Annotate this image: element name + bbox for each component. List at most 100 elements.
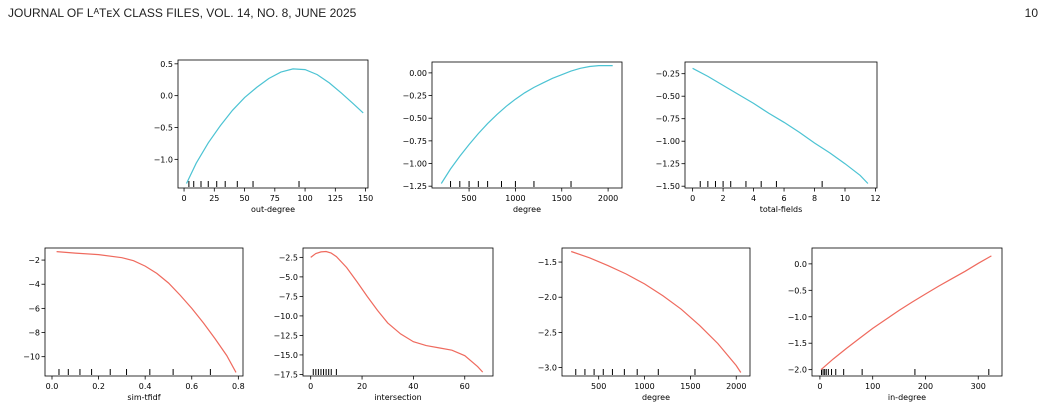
y-tick-label: −15.0	[273, 351, 298, 360]
x-axis-label: degree	[513, 205, 541, 214]
x-tick-label: 40	[408, 382, 418, 391]
y-tick-label: −0.25	[655, 70, 680, 79]
x-axis-label: sim-tfidf	[127, 393, 160, 402]
axes-frame	[177, 59, 369, 189]
plot-2: 500 1000 1500 2000 0.00 −0.25 −0.50 −0.75 −1.00 −…	[402, 61, 623, 214]
series-line	[56, 251, 237, 373]
y-tick-label: −1.5	[788, 339, 807, 348]
series-line	[310, 250, 484, 373]
x-tick-label: 25	[209, 194, 219, 203]
x-tick-label: 0.8	[232, 382, 245, 391]
y-tick-label: −17.5	[273, 370, 298, 379]
x-tick-label: 0	[690, 194, 695, 203]
axes-frame	[302, 247, 494, 377]
x-tick-label: 0	[817, 382, 822, 391]
y-tick-label: −0.5	[788, 286, 807, 295]
x-tick-label: 0.6	[185, 382, 198, 391]
y-tick-label: −2.0	[538, 293, 557, 302]
x-tick-label: 300	[971, 382, 986, 391]
x-tick-label: 100	[865, 382, 880, 391]
journal-header: JOURNAL OF LᴬTᴇX CLASS FILES, VOL. 14, N…	[8, 6, 357, 20]
axes-frame	[684, 61, 878, 189]
y-tick-label: −1.00	[655, 137, 680, 146]
x-tick-label: 100	[297, 194, 312, 203]
y-tick-label: −1.00	[402, 160, 427, 169]
axes-frame	[561, 247, 751, 377]
series-line	[692, 67, 869, 184]
y-tick-label: −2	[28, 256, 40, 265]
x-tick-label: 500	[591, 382, 606, 391]
x-tick-label: 500	[461, 194, 476, 203]
y-tick-label: −2.0	[788, 366, 807, 375]
y-tick-label: 0.00	[409, 69, 427, 78]
y-tick-label: 0.0	[794, 260, 807, 269]
x-tick-label: 75	[270, 194, 280, 203]
y-tick-label: −12.5	[273, 331, 298, 340]
x-tick-label: 50	[239, 194, 249, 203]
x-axis-label: total-fields	[760, 205, 803, 214]
series-line	[820, 255, 992, 371]
series-line	[185, 68, 364, 184]
x-tick-label: 1000	[505, 194, 525, 203]
page-header: JOURNAL OF LᴬTᴇX CLASS FILES, VOL. 14, N…	[8, 6, 1038, 22]
axes-frame	[811, 247, 1003, 377]
x-tick-label: 1500	[552, 194, 572, 203]
y-tick-label: 0.5	[160, 60, 173, 69]
y-tick-label: −6	[28, 304, 40, 313]
x-tick-label: 10	[840, 194, 850, 203]
x-axis-label: out-degree	[251, 205, 295, 214]
y-tick-label: −5.0	[279, 273, 298, 282]
y-tick-label: −1.50	[655, 182, 680, 191]
y-tick-label: 0.0	[160, 92, 173, 101]
y-tick-label: −10.0	[273, 312, 298, 321]
y-tick-label: −1.25	[655, 160, 680, 169]
x-tick-label: 20	[357, 382, 367, 391]
series-line	[571, 250, 742, 373]
x-tick-label: 2000	[598, 194, 618, 203]
plot-3: 0 2 4 6 8 10 12 −0.25 −0.50 −0.75 −1.00 −1.25 −1.50 t…	[655, 61, 881, 214]
x-tick-label: 150	[358, 194, 373, 203]
y-tick-label: −0.5	[154, 124, 173, 133]
x-tick-label: 0	[308, 382, 313, 391]
y-tick-label: −3.0	[538, 364, 557, 373]
x-tick-label: 4	[751, 194, 756, 203]
series-line	[440, 65, 613, 184]
y-tick-label: −1.0	[788, 313, 807, 322]
x-tick-label: 8	[812, 194, 817, 203]
x-tick-label: 0.2	[92, 382, 105, 391]
y-tick-label: −2.5	[538, 328, 557, 337]
y-tick-label: −1.25	[402, 182, 427, 191]
y-tick-label: −10	[23, 353, 40, 362]
plot-1: 0 25 50 75 100 125 150 0.5 0.0 −0.5 −1.0 out-degree	[154, 59, 373, 214]
x-tick-label: 0	[182, 194, 187, 203]
y-tick-label: −7.5	[279, 292, 298, 301]
x-tick-label: 200	[918, 382, 933, 391]
plot-6: 500 1000 1500 2000 −1.5 −2.0 −2.5 −3.0 degree	[538, 247, 751, 402]
x-axis-label: in-degree	[888, 393, 926, 402]
x-tick-label: 125	[328, 194, 343, 203]
x-tick-label: 12	[870, 194, 880, 203]
plot-5: 0 20 40 60 −2.5 −5.0 −7.5 −10.0 −12.5 −15.0 −17.5 i…	[273, 247, 494, 402]
x-tick-label: 0.4	[139, 382, 152, 391]
y-tick-label: −0.50	[402, 114, 427, 123]
x-tick-label: 2	[721, 194, 726, 203]
y-tick-label: −4	[28, 280, 40, 289]
y-tick-label: −8	[28, 329, 40, 338]
page-number: 10	[1024, 6, 1038, 20]
y-tick-label: −0.75	[655, 115, 680, 124]
x-axis-label: degree	[642, 393, 670, 402]
x-tick-label: 1000	[634, 382, 654, 391]
x-tick-label: 6	[782, 194, 787, 203]
axes-frame	[44, 247, 244, 377]
y-tick-label: −0.50	[655, 92, 680, 101]
y-tick-label: −1.0	[154, 155, 173, 164]
x-tick-label: 60	[460, 382, 470, 391]
axes-frame	[431, 61, 623, 189]
x-tick-label: 0.0	[46, 382, 59, 391]
y-tick-label: −1.5	[538, 258, 557, 267]
y-tick-label: −2.5	[279, 253, 298, 262]
y-tick-label: −0.25	[402, 92, 427, 101]
plot-7: 0 100 200 300 0.0 −0.5 −1.0 −1.5 −2.0 in-degree	[788, 247, 1003, 402]
x-tick-label: 2000	[726, 382, 746, 391]
